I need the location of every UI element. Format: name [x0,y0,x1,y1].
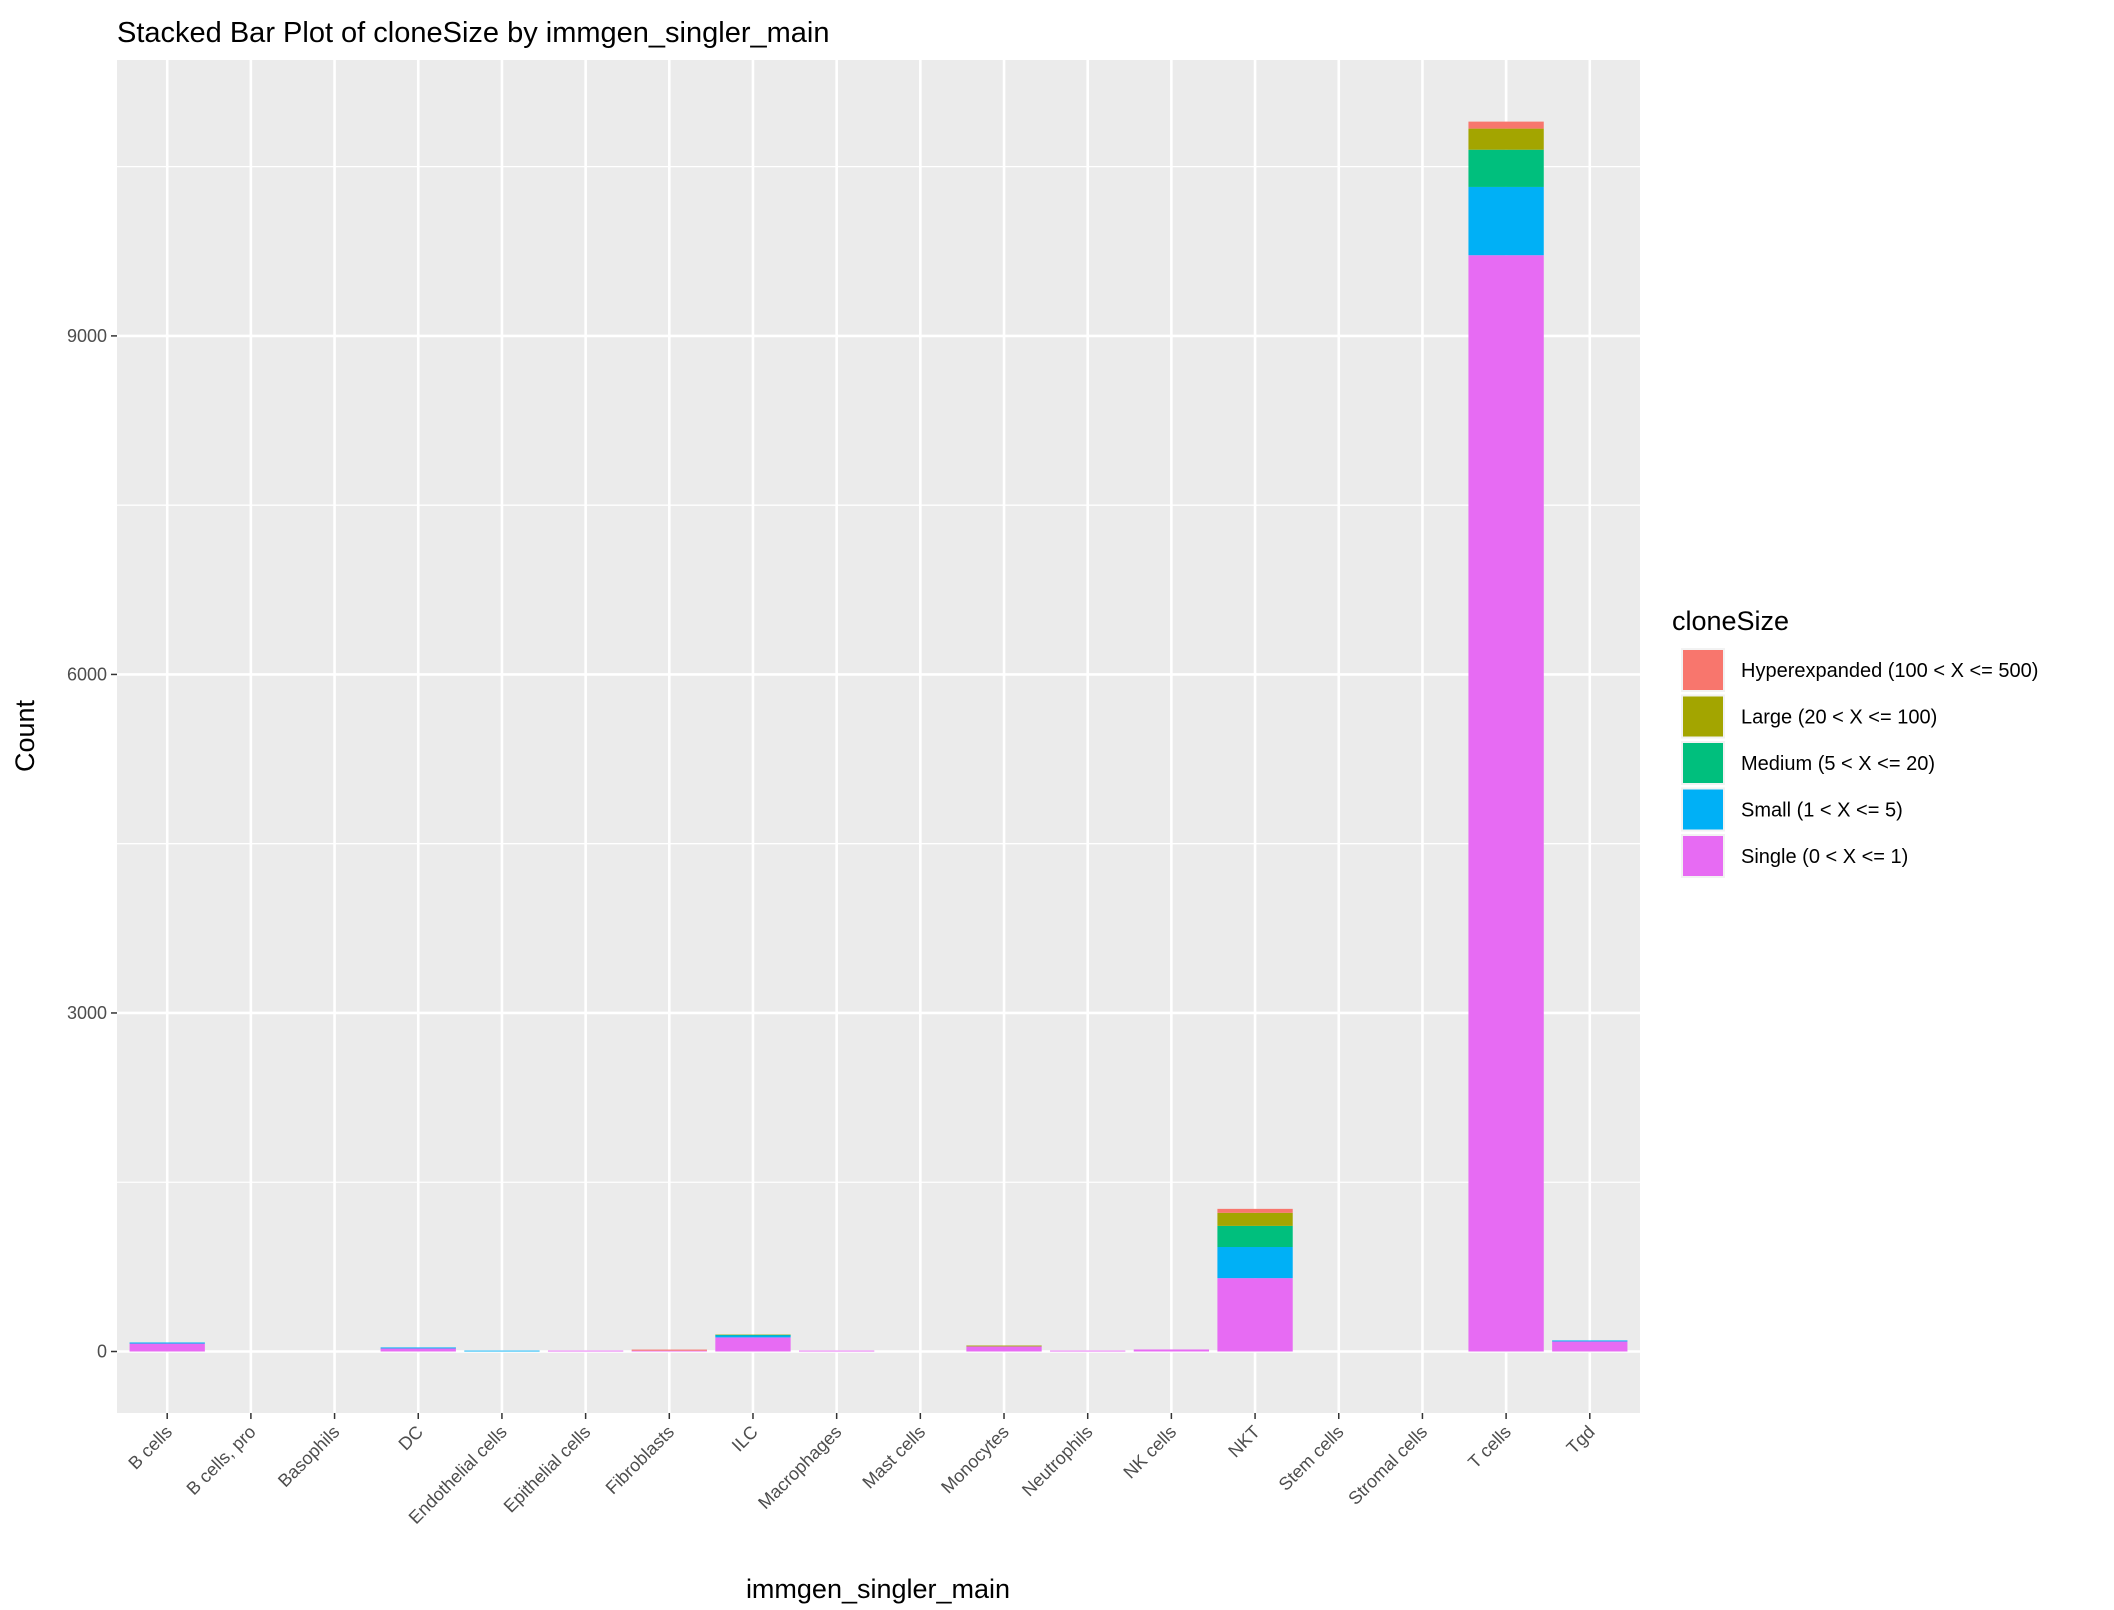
bar-segment [547,1350,624,1352]
x-tick-label: T cells [1464,1422,1515,1473]
legend-swatch [1683,836,1723,876]
y-tick-label: 6000 [67,664,107,684]
legend-label: Medium (5 < X <= 20) [1741,753,1935,775]
bar-segment [1468,255,1544,1352]
legend-label: Single (0 < X <= 1) [1741,846,1908,868]
x-tick-label: Monocytes [937,1422,1013,1498]
bar-segment [1217,1212,1293,1226]
bar-segment [380,1347,456,1349]
x-tick-label: Epithelial cells [500,1422,595,1517]
legend-swatch [1683,789,1723,830]
x-tick-label: Basophils [274,1422,343,1491]
bar-segment [380,1348,456,1352]
y-axis-title: Count [10,699,40,772]
legend-label: Large (20 < X <= 100) [1741,707,1937,729]
bar-segment [1552,1341,1628,1352]
bar-segment [1217,1278,1293,1352]
bar-segment [1217,1225,1293,1248]
bar-segment [129,1342,205,1344]
bar-segment [1217,1208,1293,1213]
x-tick-label: Fibroblasts [602,1422,678,1498]
x-tick-label: NKT [1224,1422,1264,1462]
bar-segment [1552,1340,1628,1342]
legend-label: Hyperexpanded (100 < X <= 500) [1741,660,2038,682]
chart-title: Stacked Bar Plot of cloneSize by immgen_… [117,17,829,49]
bar-segment [1468,186,1544,256]
x-tick-label: Neutrophils [1018,1422,1097,1501]
x-tick-label: NK cells [1119,1422,1180,1483]
plot-panel [117,60,1640,1413]
bar-segment [715,1334,791,1336]
x-tick-label: Stem cells [1275,1422,1348,1495]
legend-swatch [1683,696,1723,737]
x-tick-label: B cells [124,1422,176,1474]
x-tick-label: Macrophages [754,1422,845,1513]
bar-segment [631,1350,707,1352]
legend-swatch [1683,650,1723,690]
bar-segment [715,1337,791,1352]
bar-segment [464,1350,540,1352]
bar-segment [1468,149,1544,187]
x-tick-label: Tgd [1563,1422,1599,1458]
legend-swatch [1683,743,1723,783]
bar-segment [1050,1350,1126,1352]
legend-title: cloneSize [1672,606,1789,636]
bar-segment [1468,121,1544,129]
y-tick-label: 0 [97,1342,107,1362]
y-tick-label: 9000 [67,326,107,346]
x-tick-label: Mast cells [858,1422,929,1493]
bar-segment [1133,1349,1210,1352]
bar-segment [1468,128,1544,150]
x-tick-label: ILC [728,1422,762,1456]
legend-label: Small (1 < X <= 5) [1741,800,1903,822]
bar-segment [966,1345,1042,1347]
x-tick-label: B cells, pro [183,1422,260,1499]
bar-segment [966,1346,1042,1352]
bar-segment [1217,1247,1293,1279]
bar-segment [129,1343,205,1352]
x-tick-label: DC [395,1422,428,1455]
x-axis-title: immgen_singler_main [746,1574,1010,1604]
bar-segment [631,1349,707,1351]
bar-segment [715,1335,791,1338]
x-tick-label: Stromal cells [1344,1422,1431,1509]
bar-segment [799,1350,875,1352]
y-tick-label: 3000 [67,1003,107,1023]
